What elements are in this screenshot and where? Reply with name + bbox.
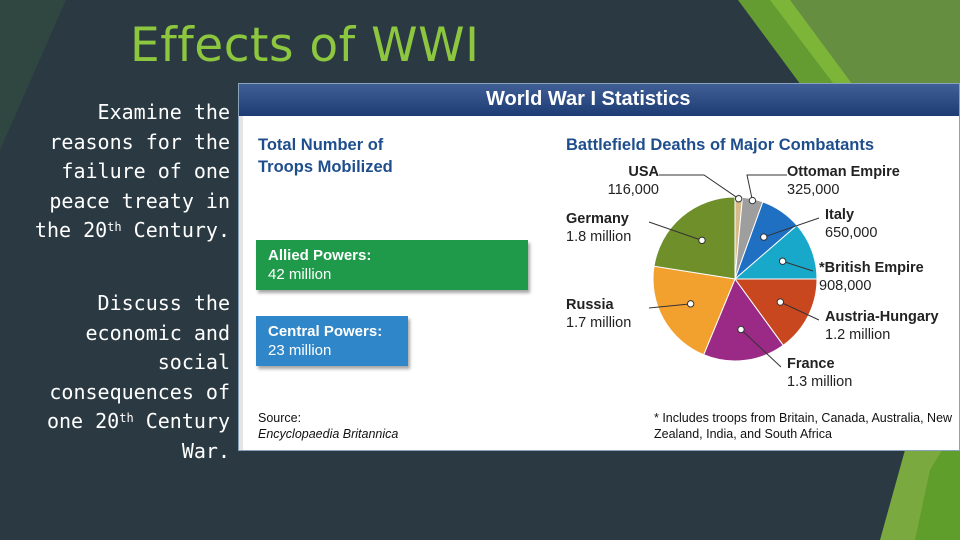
deaths-pie-chart: USA 116,000 Ottoman Empire 325,000 Italy 650,… bbox=[566, 164, 939, 390]
source-title: Encyclopaedia Britannica bbox=[258, 427, 399, 441]
prompt-paragraph-1: Examine the reasons for the failure of o… bbox=[10, 98, 230, 246]
slice-label: Ottoman Empire bbox=[787, 164, 900, 180]
central-powers-label: Central Powers: bbox=[268, 323, 383, 340]
leader-dot bbox=[760, 233, 768, 241]
infographic-header: World War I Statistics bbox=[239, 84, 959, 116]
leader-dot bbox=[734, 195, 743, 203]
pie-slice-russia bbox=[652, 265, 736, 356]
slice-label: Russia bbox=[566, 297, 614, 313]
slice-value-label: 650,000 bbox=[825, 225, 877, 241]
leader-dot bbox=[778, 257, 787, 265]
central-powers-box: Central Powers: 23 million bbox=[256, 316, 408, 366]
leader-dot bbox=[686, 300, 695, 308]
prompt-2-line-5: one 20th Century bbox=[10, 407, 230, 437]
prompt-1-line-5: the 20th Century. bbox=[10, 216, 230, 246]
slice-value-label: 908,000 bbox=[819, 278, 871, 294]
source-label: Source: bbox=[258, 411, 302, 425]
central-powers-value: 23 million bbox=[268, 342, 332, 359]
slice-label: Austria-Hungary bbox=[825, 309, 939, 325]
battlefield-deaths-title: Battlefield Deaths of Major Combatants bbox=[566, 136, 875, 154]
prompt-2-line-5-post: Century bbox=[133, 409, 230, 433]
slice-label: France bbox=[787, 356, 835, 372]
slice-value-label: 1.7 million bbox=[566, 315, 631, 331]
prompt-2-line-2: economic and bbox=[85, 320, 231, 345]
prompt-2-line-1: Discuss the bbox=[97, 291, 230, 315]
prompt-1-line-3: failure of one bbox=[61, 159, 230, 183]
slice-value-label: 1.8 million bbox=[566, 229, 631, 245]
leader-dot bbox=[737, 325, 745, 334]
slide-title: Effects of WWI bbox=[130, 18, 480, 73]
prompt-1-line-2: reasons for the bbox=[49, 129, 230, 154]
prompt-1-line-4: peace treaty in bbox=[49, 188, 230, 213]
leader-line bbox=[780, 301, 820, 321]
leader-line bbox=[740, 329, 782, 368]
prompt-1-line-5-pre: the 20 bbox=[34, 218, 108, 242]
leader-dot bbox=[776, 298, 785, 306]
allied-powers-value: 42 million bbox=[268, 266, 332, 283]
infographic-side-band bbox=[239, 116, 243, 450]
slice-value-label: 116,000 bbox=[608, 182, 659, 198]
prompt-2-line-5-pre: one 20 bbox=[46, 409, 120, 433]
leader-line bbox=[746, 174, 787, 201]
slice-label: Germany bbox=[566, 211, 629, 227]
slice-label: USA bbox=[628, 164, 659, 180]
troops-mobilized-title: Total Number of Troops Mobilized bbox=[258, 136, 393, 176]
allied-powers-label: Allied Powers: bbox=[268, 247, 372, 264]
prompt-2-line-4: consequences of bbox=[49, 379, 230, 404]
prompt-2-line-6: War. bbox=[181, 438, 230, 463]
prompt-1-ordinal: th bbox=[107, 220, 122, 234]
pie-slice-austriahungary bbox=[734, 278, 818, 347]
leader-dot bbox=[698, 236, 706, 245]
allied-powers-box: Allied Powers: 42 million bbox=[256, 240, 528, 290]
slice-label: *British Empire bbox=[819, 260, 924, 276]
pie-slice-france bbox=[702, 277, 784, 362]
slice-value-label: 1.2 million bbox=[825, 327, 890, 343]
source-note: Source: Encyclopaedia Britannica bbox=[258, 410, 398, 442]
wwi-statistics-infographic: World War I Statistics Total Number of T… bbox=[238, 83, 960, 451]
leader-line bbox=[648, 303, 691, 309]
prompt-2-line-3: social bbox=[157, 350, 230, 374]
prompt-1-line-5-post: Century. bbox=[121, 218, 230, 242]
leader-line bbox=[648, 221, 703, 241]
prompt-2-ordinal: th bbox=[119, 411, 134, 425]
leader-line bbox=[763, 217, 820, 238]
leader-line bbox=[782, 260, 814, 272]
footnote: * Includes troops from Britain, Canada, … bbox=[654, 411, 953, 441]
slice-label: Italy bbox=[825, 207, 854, 223]
leader-line bbox=[659, 174, 739, 200]
slice-value-label: 325,000 bbox=[787, 182, 839, 198]
infographic-title: World War I Statistics bbox=[486, 88, 691, 110]
leader-dot bbox=[748, 196, 757, 205]
slice-value-label: 1.3 million bbox=[787, 374, 852, 390]
prompt-1-line-1: Examine the bbox=[97, 100, 230, 124]
prompt-paragraph-2: Discuss the economic and social conseque… bbox=[10, 289, 230, 466]
